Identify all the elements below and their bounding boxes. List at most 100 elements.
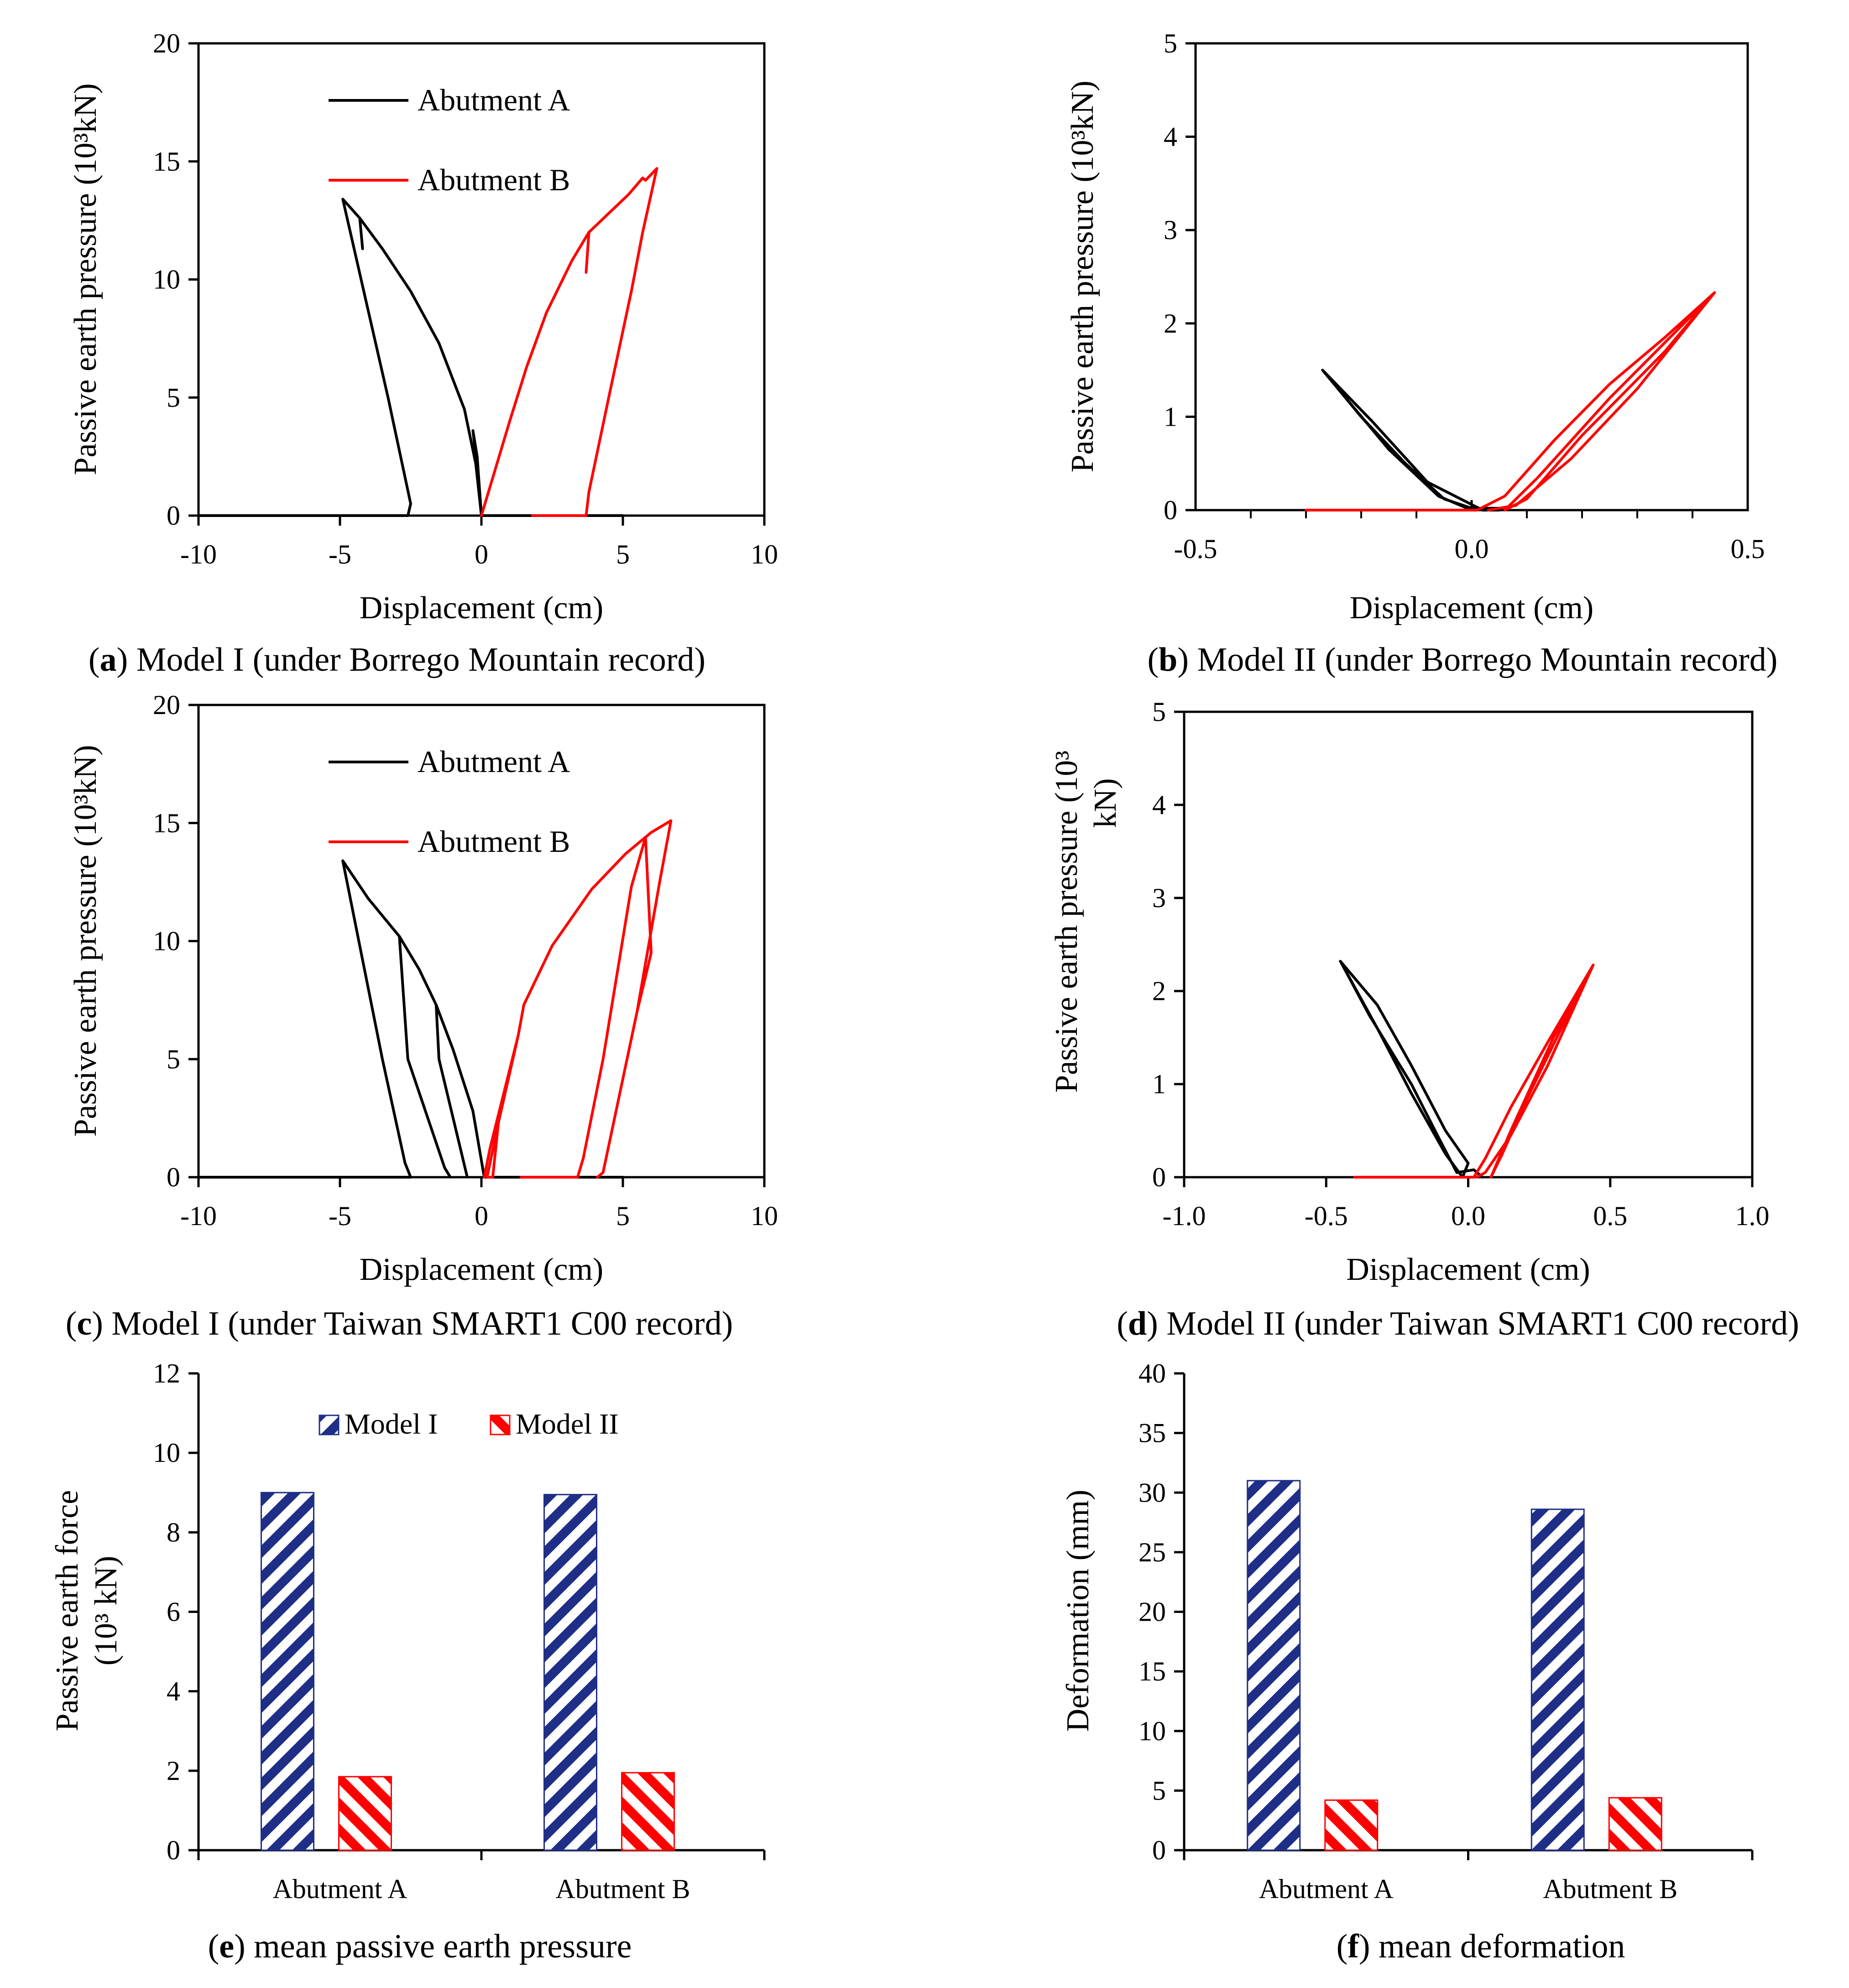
y-tick-label: 15 xyxy=(153,146,180,177)
series-line-black xyxy=(1339,960,1484,1179)
y-tick-label: 2 xyxy=(1164,308,1177,339)
x-tick-label: -10 xyxy=(180,1201,217,1231)
panel-caption: (a) Model I (under Borrego Mountain reco… xyxy=(89,641,705,678)
panel-caption: (b) Model II (under Borrego Mountain rec… xyxy=(1148,641,1778,678)
panel-caption: (d) Model II (under Taiwan SMART1 C00 re… xyxy=(1117,1305,1799,1342)
series-line-black xyxy=(1321,369,1501,511)
x-tick-label: 0.5 xyxy=(1593,1201,1627,1231)
caption-text: ) mean deformation xyxy=(1359,1928,1625,1965)
bar-model-2 xyxy=(621,1772,675,1851)
y-tick-label: 0 xyxy=(1152,1162,1166,1192)
panel-caption: (f) mean deformation xyxy=(1337,1928,1625,1965)
series-line-red xyxy=(480,167,658,517)
y-tick-label: 20 xyxy=(153,28,180,58)
y-tick-label: 0 xyxy=(167,1835,180,1865)
y-axis-label: Passive earth pressure (10³kN) xyxy=(1065,81,1100,473)
x-tick-label: -1.0 xyxy=(1163,1201,1206,1231)
x-tick-label: 0 xyxy=(475,1201,488,1231)
y-tick-label: 3 xyxy=(1164,215,1177,245)
y-tick-label: 40 xyxy=(1139,1358,1166,1388)
legend-label: Abutment B xyxy=(418,162,570,197)
caption-text: ) mean passive earth pressure xyxy=(234,1928,632,1965)
caption-paren: ( xyxy=(89,641,100,678)
legend-swatch xyxy=(319,1414,340,1435)
bar-model-1 xyxy=(261,1492,314,1851)
bar-model-2 xyxy=(338,1776,392,1851)
caption-paren: ( xyxy=(1117,1305,1128,1342)
y-axis-label: Passive earth pressure (10³kN) xyxy=(68,745,103,1137)
panel-caption: (e) mean passive earth pressure xyxy=(208,1928,632,1965)
category-label: Abutment A xyxy=(1259,1874,1394,1904)
x-tick-label: -5 xyxy=(329,539,351,569)
chart-a: 0 5 10 15 20 -10 -5 0 5 10 Abutment A Abutment B Dis… xyxy=(68,28,778,678)
x-tick-label: 0.5 xyxy=(1731,534,1765,564)
y-tick-label: 10 xyxy=(1139,1716,1166,1746)
y-tick-label: 0 xyxy=(1152,1835,1166,1865)
bar-model-2 xyxy=(1324,1799,1379,1851)
y-tick-label: 10 xyxy=(153,265,180,295)
y-axis-label: kN) xyxy=(1088,778,1123,828)
x-axis-label: Displacement (cm) xyxy=(360,590,604,626)
y-tick-label: 0 xyxy=(167,1162,180,1192)
y-tick-label: 10 xyxy=(153,1438,180,1468)
y-tick-label: 6 xyxy=(167,1597,180,1627)
series-line-black xyxy=(197,859,624,1179)
panel-caption: (c) Model I (under Taiwan SMART1 C00 rec… xyxy=(66,1305,733,1342)
caption-letter: d xyxy=(1128,1305,1147,1342)
x-tick-label: 10 xyxy=(751,539,778,569)
series-line-red xyxy=(1353,963,1595,1179)
plot-frame xyxy=(1183,710,1754,1179)
x-axis-label: Displacement (cm) xyxy=(360,1252,604,1287)
y-tick-label: 10 xyxy=(153,926,180,956)
y-tick-label: 5 xyxy=(167,1044,180,1074)
y-tick-label: 25 xyxy=(1139,1537,1166,1567)
caption-text: ) Model II (under Taiwan SMART1 C00 reco… xyxy=(1147,1305,1799,1342)
legend-label: Model I xyxy=(345,1408,438,1440)
y-tick-label: 4 xyxy=(167,1676,180,1706)
y-axis-label: Passive earth pressure (10³kN) xyxy=(68,83,103,475)
bar-model-1 xyxy=(543,1494,597,1851)
plot-frame xyxy=(1194,42,1749,511)
series-line-red xyxy=(1305,291,1716,511)
caption-paren: ( xyxy=(1148,641,1159,678)
x-axis-label: Displacement (cm) xyxy=(1346,1252,1590,1287)
caption-letter: a xyxy=(100,641,117,678)
legend-label: Abutment A xyxy=(418,83,570,117)
x-axis-label: Displacement (cm) xyxy=(1350,590,1594,626)
y-tick-label: 2 xyxy=(167,1756,180,1786)
x-tick-label: 10 xyxy=(751,1201,778,1231)
legend-label: Abutment B xyxy=(418,824,570,859)
category-label: Abutment B xyxy=(556,1874,690,1904)
legend-label: Model II xyxy=(516,1408,619,1440)
legend-label: Abutment A xyxy=(418,744,570,779)
caption-letter: e xyxy=(219,1928,234,1965)
chart-c: 0 5 10 15 20 -10 -5 0 5 10 Abutment A Abutment B Dis… xyxy=(66,690,778,1342)
series-line-black xyxy=(197,198,624,517)
x-tick-label: 5 xyxy=(616,1201,630,1231)
y-tick-label: 4 xyxy=(1164,122,1177,152)
y-tick-label: 8 xyxy=(167,1517,180,1547)
y-tick-label: 1 xyxy=(1152,1069,1166,1099)
caption-text: ) Model I (under Taiwan SMART1 C00 recor… xyxy=(92,1305,733,1342)
y-tick-label: 3 xyxy=(1152,883,1166,913)
y-tick-label: 1 xyxy=(1164,402,1177,432)
y-tick-label: 5 xyxy=(1152,697,1166,727)
x-tick-label: 5 xyxy=(616,539,630,569)
y-axis-label: (10³ kN) xyxy=(89,1556,124,1666)
y-tick-label: 15 xyxy=(153,808,180,838)
y-tick-label: 15 xyxy=(1139,1656,1166,1686)
y-axis-label: Passive earth pressure (10³ xyxy=(1049,751,1084,1093)
chart-e: 0 2 4 6 8 10 12 Abutment A Abutment B Model I Mode… xyxy=(50,1358,766,1965)
bar-model-2 xyxy=(1608,1797,1662,1851)
y-tick-label: 5 xyxy=(1152,1775,1166,1805)
legend-swatch xyxy=(490,1414,511,1435)
caption-text: ) Model II (under Borrego Mountain recor… xyxy=(1177,641,1777,678)
series-line-red xyxy=(483,819,673,1179)
y-tick-label: 20 xyxy=(153,690,180,720)
x-tick-label: -0.5 xyxy=(1305,1201,1348,1231)
caption-letter: b xyxy=(1159,641,1177,678)
x-tick-label: 0.0 xyxy=(1451,1201,1485,1231)
chart-b: 0 1 2 3 4 5 -0.5 0.0 0.5 Displacement (cm) Passive… xyxy=(1065,28,1777,678)
caption-text: ) Model I (under Borrego Mountain record… xyxy=(117,641,705,678)
